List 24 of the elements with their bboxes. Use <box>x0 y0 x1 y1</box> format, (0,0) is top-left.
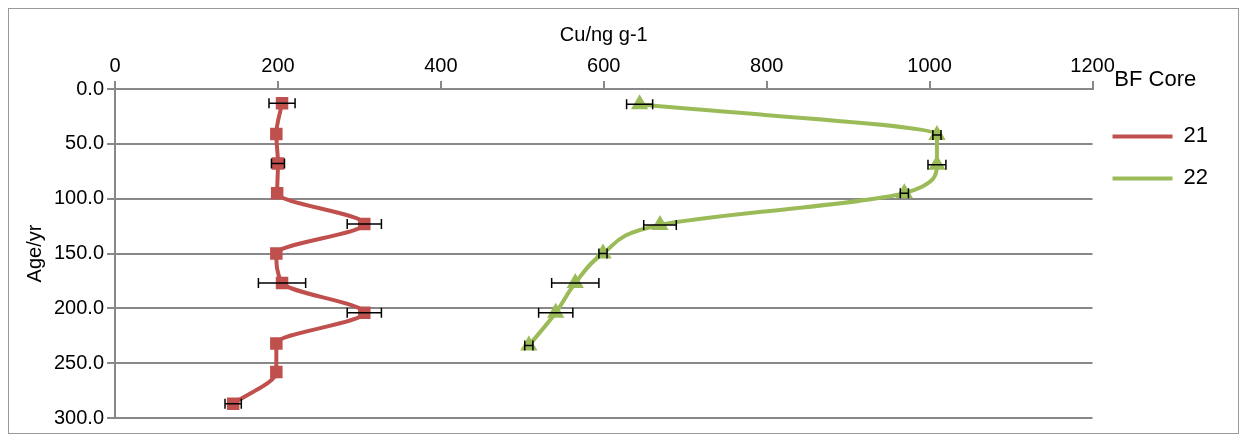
point <box>270 365 283 379</box>
y-tick-label: 0.0 <box>76 76 105 99</box>
y-tick-label: 50.0 <box>65 131 105 154</box>
y-axis-title: Age/yr <box>22 224 45 283</box>
y-tick-label: 200.0 <box>53 295 105 318</box>
y-tick-label: 150.0 <box>53 241 105 264</box>
legend-label: 22 <box>1183 164 1209 190</box>
x-tick-label: 200 <box>261 53 295 76</box>
point <box>270 337 283 350</box>
y-tick-label: 300.0 <box>53 405 105 428</box>
x-tick-label: 400 <box>424 53 458 76</box>
point <box>270 247 283 260</box>
x-tick-label: 0 <box>109 53 121 76</box>
legend-label: 21 <box>1183 122 1209 148</box>
x-tick-label: 1200 <box>1070 53 1115 76</box>
x-tick-label: 800 <box>750 53 784 76</box>
point <box>270 186 284 200</box>
legend-title: BF Core <box>1114 66 1197 92</box>
x-axis-title: Cu/ng g-1 <box>559 22 648 45</box>
point <box>270 127 283 141</box>
x-tick-label: 600 <box>587 53 621 76</box>
y-tick-label: 100.0 <box>53 186 105 209</box>
y-tick-label: 250.0 <box>53 350 105 373</box>
x-tick-label: 1000 <box>907 53 952 76</box>
